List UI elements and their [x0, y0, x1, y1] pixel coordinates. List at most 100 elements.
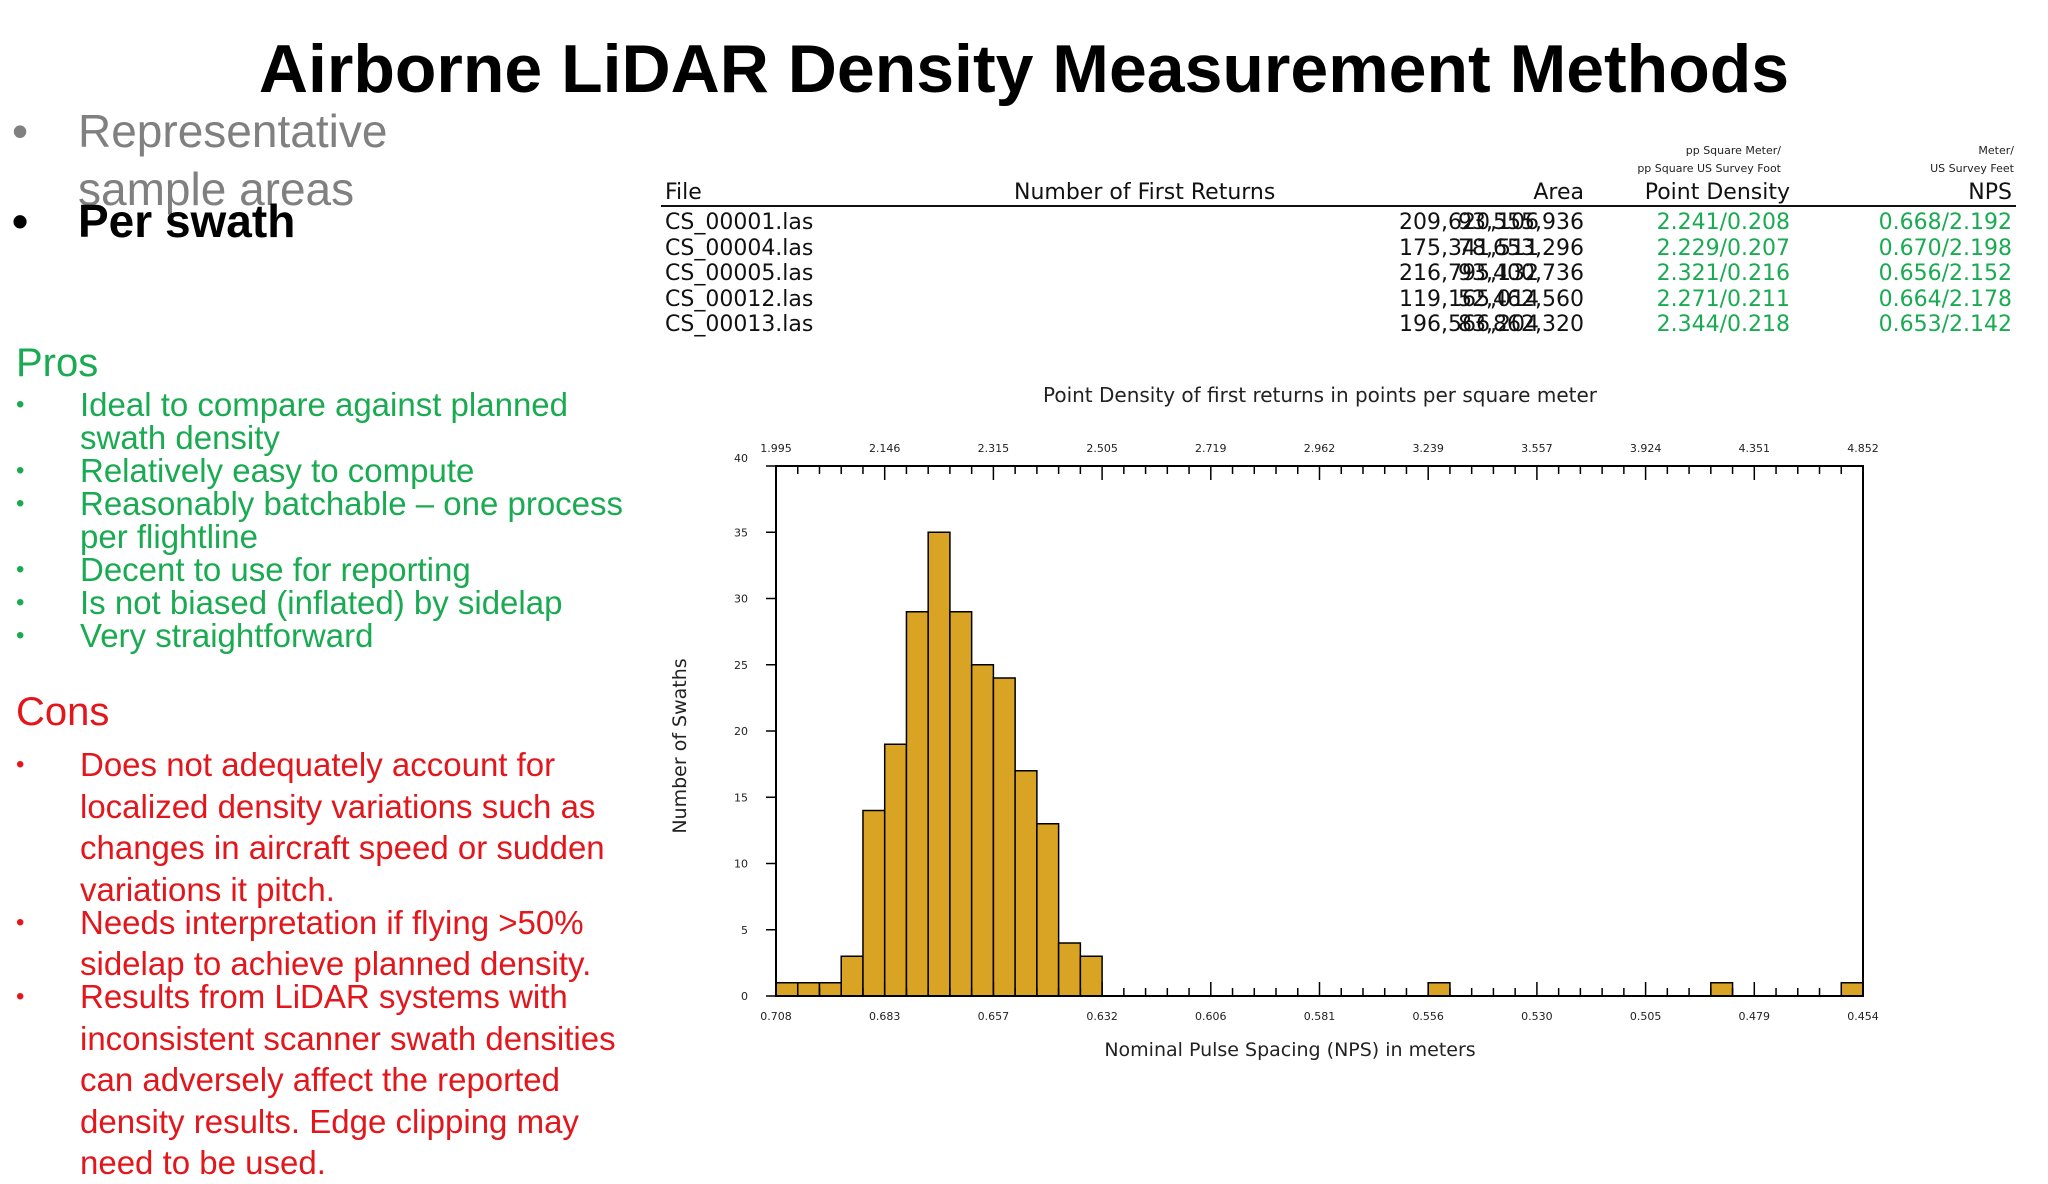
y-tick-label: 35 [734, 526, 748, 539]
histogram-bar [883, 743, 908, 997]
cons-item-text: Does not adequately account for [80, 746, 556, 783]
x-top-tick-label: 2.146 [869, 442, 901, 455]
column-header-area: Area [1533, 180, 1584, 205]
density-unit-line1: pp Square Meter/ [1685, 144, 1781, 157]
y-tick-label: 0 [741, 990, 748, 1003]
x-top-tick-label: 2.315 [978, 442, 1010, 455]
histogram-bar [1840, 982, 1864, 997]
x-bottom-tick-label: 0.657 [978, 1010, 1010, 1023]
table-cell-density: 2.321/0.216 [1656, 261, 1790, 286]
pros-item-text: Is not biased (inflated) by sidelap [80, 584, 563, 621]
x-top-tick-label: 3.924 [1630, 442, 1662, 455]
bullet-dot: • [16, 622, 25, 649]
y-tick-label: 10 [734, 858, 748, 871]
y-axis-label: Number of Swaths [669, 658, 691, 833]
cons-item-text: localized density variations such as [80, 787, 596, 825]
histogram-bar [905, 611, 929, 997]
bullet-dot: • [16, 490, 25, 517]
x-top-tick-label: 1.995 [760, 442, 792, 455]
bullet-dot: • [16, 908, 25, 936]
histogram-bar [927, 531, 951, 997]
density-unit-line2: pp Square US Survey Foot [1637, 162, 1781, 175]
x-top-tick-label: 2.962 [1304, 442, 1336, 455]
y-tick-label: 15 [734, 791, 748, 804]
pros-item-text: Relatively easy to compute [80, 452, 475, 489]
x-bottom-tick-label: 0.505 [1630, 1010, 1662, 1023]
table-cell-density: 2.229/0.207 [1656, 235, 1790, 261]
table-cell-returns: 216,795,132 [1399, 261, 1539, 286]
table-cell-file: CS_00001.las [665, 210, 814, 235]
table-body: CS_00001.las 209,620,106 93,555,936 2.241/0… [661, 140, 2016, 340]
histogram-bar [1036, 823, 1060, 997]
bullet-dot: • [16, 751, 25, 778]
nps-histogram: Point Density of first returns in points… [669, 383, 1879, 1061]
header-rule [661, 205, 2016, 207]
bullet-dot: • [16, 556, 25, 583]
histogram-bar [862, 809, 886, 997]
histogram-bar [949, 611, 973, 997]
table-cell-nps: 0.668/2.192 [1878, 210, 2012, 235]
x-bottom-tick-label: 0.530 [1521, 1010, 1553, 1023]
table-cell-file: CS_00013.las [665, 312, 814, 337]
pros-item-text: Decent to use for reporting [80, 551, 471, 588]
table-cell-nps: 0.653/2.142 [1878, 312, 2012, 337]
histogram-bars [775, 531, 1864, 997]
table-cell-returns: 196,566,204 [1399, 312, 1539, 337]
cons-item-text: Needs interpretation if flying >50% [80, 903, 584, 941]
table-cell-density: 2.271/0.211 [1656, 286, 1790, 312]
x-bottom-tick-label: 0.632 [1086, 1010, 1118, 1023]
table-cell-area: 83,862,320 [1458, 312, 1584, 337]
table-cell-file: CS_00004.las [665, 235, 814, 261]
x-axis-label: Nominal Pulse Spacing (NPS) in meters [1104, 1039, 1475, 1061]
histogram-bar [1079, 955, 1103, 997]
table-cell-nps: 0.670/2.198 [1878, 235, 2012, 261]
y-tick-label: 5 [741, 924, 748, 937]
histogram-bar [1057, 942, 1082, 997]
y-tick-label: 30 [734, 593, 748, 606]
x-top-tick-label: 4.351 [1739, 442, 1771, 455]
x-top-tick-label: 2.719 [1195, 442, 1227, 455]
cons-item-text: can adversely affect the reported [80, 1061, 561, 1098]
pros-item-text: Ideal to compare against planned [80, 386, 569, 423]
table-cell-nps: 0.656/2.152 [1878, 261, 2012, 286]
bullet-dot: • [16, 983, 25, 1010]
x-bottom-tick-label: 0.454 [1847, 1010, 1879, 1023]
column-header-nps: NPS [1968, 180, 2012, 205]
cons-item-text: Results from LiDAR systems with [80, 978, 568, 1015]
bullet-text: Representative [78, 105, 388, 157]
bullet-dot: • [16, 457, 25, 484]
x-bottom-tick-label: 0.479 [1739, 1010, 1771, 1023]
x-bottom-tick-label: 0.581 [1304, 1010, 1336, 1023]
pros-item-text: Very straightforward [80, 617, 374, 654]
pros-heading: Pros [16, 341, 99, 385]
table-cell-area: 52,462,560 [1458, 286, 1584, 312]
histogram-bar [1710, 982, 1734, 997]
histogram-bar [796, 982, 821, 997]
y-tick-label: 40 [734, 452, 748, 465]
cons-item-text: sidelap to achieve planned density. [80, 945, 592, 982]
chart-title: Point Density of first returns in points… [1043, 383, 1598, 407]
bullet-text: sample areas [78, 163, 355, 215]
table-cell-area: 93,555,936 [1458, 210, 1584, 235]
histogram-bar [775, 982, 799, 997]
x-bottom-tick-label: 0.606 [1195, 1010, 1227, 1023]
cons-heading: Cons [16, 690, 110, 734]
table-cell-file: CS_00012.las [665, 286, 814, 312]
x-top-tick-label: 3.557 [1521, 442, 1553, 455]
pros-item-text: per flightline [80, 518, 258, 555]
bullet-dot: • [12, 105, 29, 157]
axis-ticks: 0 5 10 15 20 25 30 35 40 0.708 0.683 0.657 0.632 0.60… [734, 442, 1879, 1023]
x-top-tick-label: 2.505 [1086, 442, 1118, 455]
pros-item-text: Reasonably batchable – one process [80, 485, 624, 522]
cons-item-text: variations it pitch. [80, 870, 335, 908]
bullet-text: Per swath [78, 195, 296, 247]
swath-density-table: pp Square Meter/ pp Square US Survey Foo… [661, 140, 2016, 340]
histogram-bar [840, 955, 864, 997]
table-cell-area: 93,400,736 [1458, 261, 1584, 286]
table-cell-density: 2.241/0.208 [1656, 210, 1790, 235]
bullet-dot: • [16, 589, 25, 616]
table-cell-nps: 0.664/2.178 [1878, 286, 2012, 312]
histogram-bar [1014, 770, 1038, 997]
table-cell-returns: 209,620,106 [1399, 210, 1539, 235]
cons-item-text: need to be used. [80, 1144, 326, 1181]
